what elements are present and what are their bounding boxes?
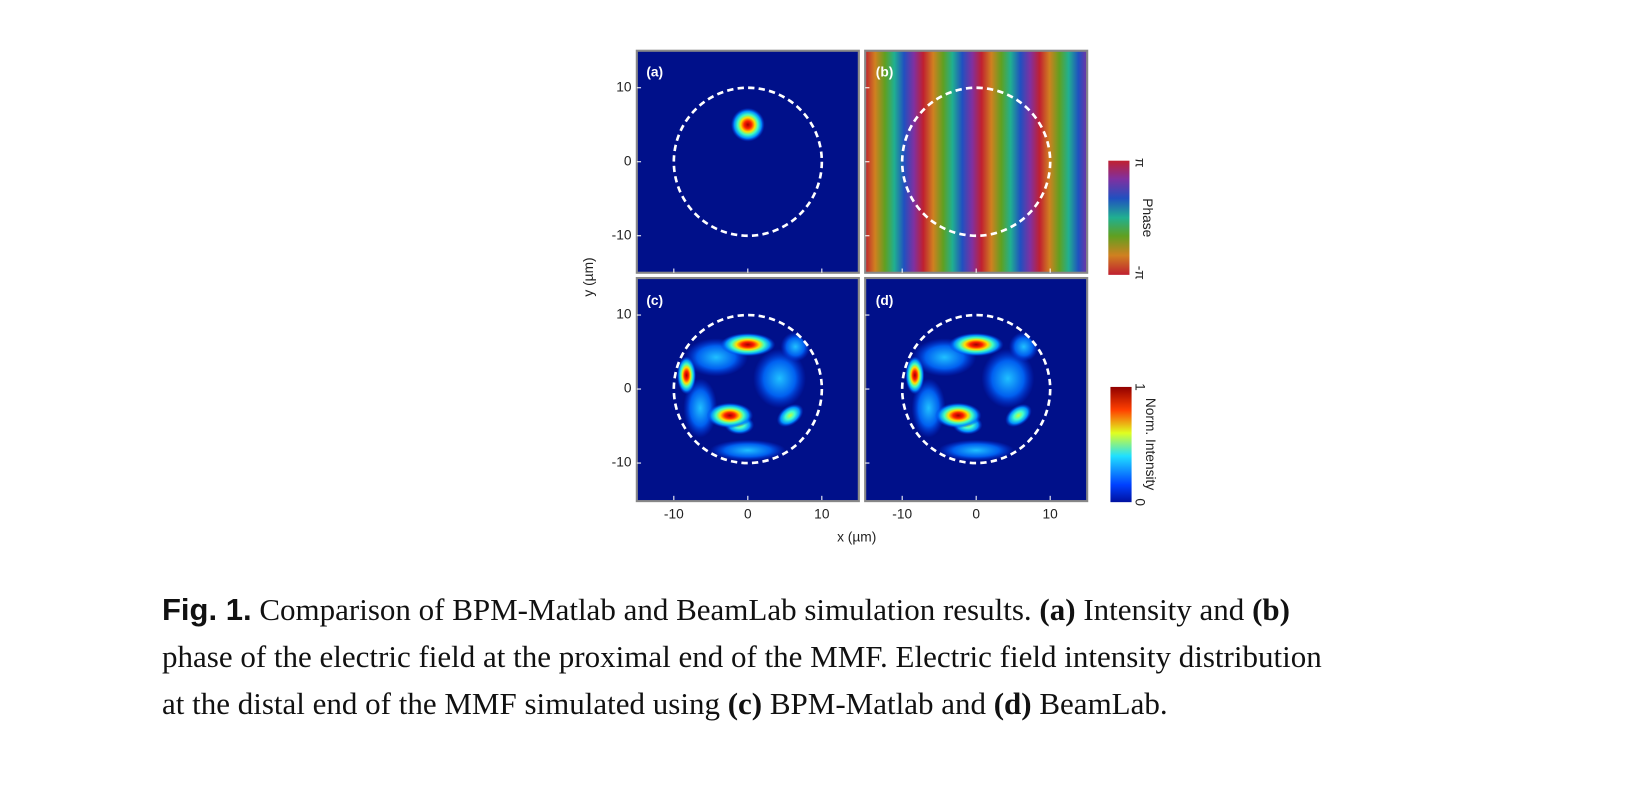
x-tick-label: -10 — [892, 506, 912, 521]
y-tick-label: 0 — [624, 381, 632, 396]
x-tick-label: -10 — [664, 506, 684, 521]
x-axis-label: x (µm) — [837, 530, 876, 545]
panel-c — [636, 278, 859, 502]
y-tick-label: -10 — [612, 455, 632, 470]
y-tick-label: 10 — [616, 307, 632, 322]
caption-text: Intensity and — [1083, 592, 1245, 627]
panel-label: (d) — [876, 293, 894, 308]
y-tick-label: -10 — [612, 227, 632, 242]
caption-text: BPM-Matlab and — [769, 686, 986, 721]
panel-label: (a) — [646, 65, 663, 80]
y-axis-label: y (µm) — [581, 257, 596, 296]
colorbar-max: π — [1132, 158, 1147, 167]
caption-line: Fig. 1. Comparison of BPM-Matlab and Bea… — [162, 586, 1322, 633]
panel-b — [865, 50, 1088, 273]
x-tick-label: 0 — [744, 506, 752, 521]
colorbar-min: -π — [1132, 266, 1147, 280]
caption-line: phase of the electric field at the proxi… — [162, 633, 1322, 680]
caption-line: at the distal end of the MMF simulated u… — [162, 680, 1322, 727]
y-tick-label: 10 — [616, 79, 632, 94]
panel-label: (c) — [646, 293, 663, 308]
panel-d — [865, 278, 1088, 502]
x-tick-label: 10 — [814, 506, 830, 521]
intensity-colorbar — [1110, 386, 1132, 503]
panel-label: (b) — [876, 65, 894, 80]
colorbar-label: Phase — [1140, 198, 1155, 237]
x-tick-label: 0 — [972, 506, 980, 521]
beam-spot — [730, 107, 765, 142]
caption-label: Fig. 1. — [162, 592, 252, 627]
caption: Fig. 1. Comparison of BPM-Matlab and Bea… — [162, 586, 1322, 727]
colorbar-label: Norm. Intensity — [1143, 398, 1158, 490]
caption-text: phase of the electric field at the proxi… — [162, 639, 1322, 674]
phase-colorbar — [1108, 160, 1130, 275]
panel-ref: (a) — [1039, 592, 1076, 627]
caption-text: at the distal end of the MMF simulated u… — [162, 686, 720, 721]
caption-text: BeamLab. — [1039, 686, 1168, 721]
panel-a — [636, 50, 859, 273]
y-tick-label: 0 — [624, 153, 632, 168]
colorbar-tick-label: 1 — [1132, 383, 1147, 391]
panel-ref: (b) — [1252, 592, 1290, 627]
panel-ref: (c) — [727, 686, 763, 721]
x-tick-label: 10 — [1043, 506, 1059, 521]
caption-text: Comparison of BPM-Matlab and BeamLab sim… — [259, 592, 1032, 627]
core-outlines — [672, 86, 1052, 465]
colorbar-tick-label: 0 — [1132, 498, 1147, 506]
panel-ref: (d) — [993, 686, 1032, 721]
